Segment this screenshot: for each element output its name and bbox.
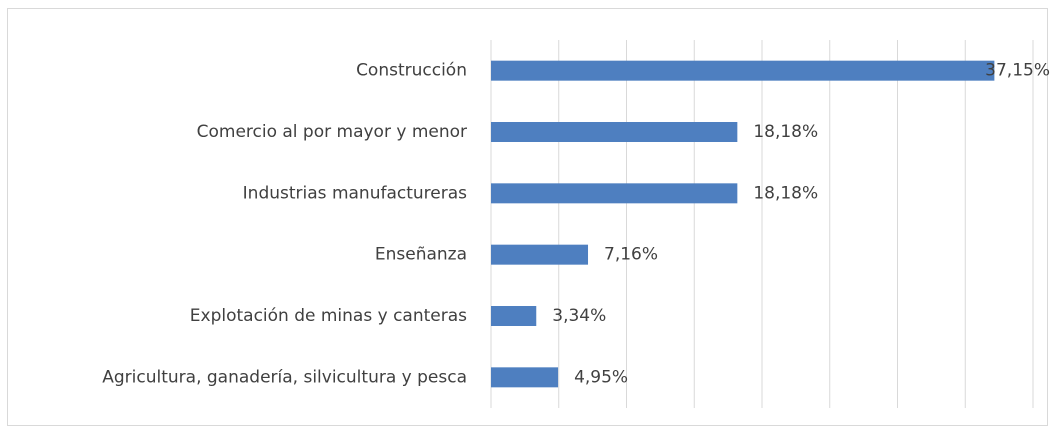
bar: [491, 244, 589, 265]
y-tick-label: Construcción: [356, 61, 467, 81]
y-tick-label: Comercio al por mayor y menor: [197, 122, 467, 142]
data-label: 18,18%: [753, 122, 818, 142]
y-tick-label: Explotación de minas y canteras: [190, 306, 467, 326]
data-label: 7,16%: [604, 245, 658, 265]
bar: [491, 60, 995, 81]
bar: [491, 122, 738, 142]
bar: [491, 367, 559, 388]
y-tick-label: Enseñanza: [375, 245, 467, 265]
y-tick-label: Agricultura, ganadería, silvicultura y p…: [102, 367, 467, 387]
data-label: 4,95%: [574, 367, 628, 387]
bar: [491, 306, 537, 326]
data-label: 3,34%: [552, 306, 606, 326]
bar: [491, 183, 738, 204]
data-label: 37,15%: [985, 61, 1050, 81]
data-label: 18,18%: [753, 183, 818, 203]
y-tick-label: Industrias manufactureras: [243, 183, 467, 203]
